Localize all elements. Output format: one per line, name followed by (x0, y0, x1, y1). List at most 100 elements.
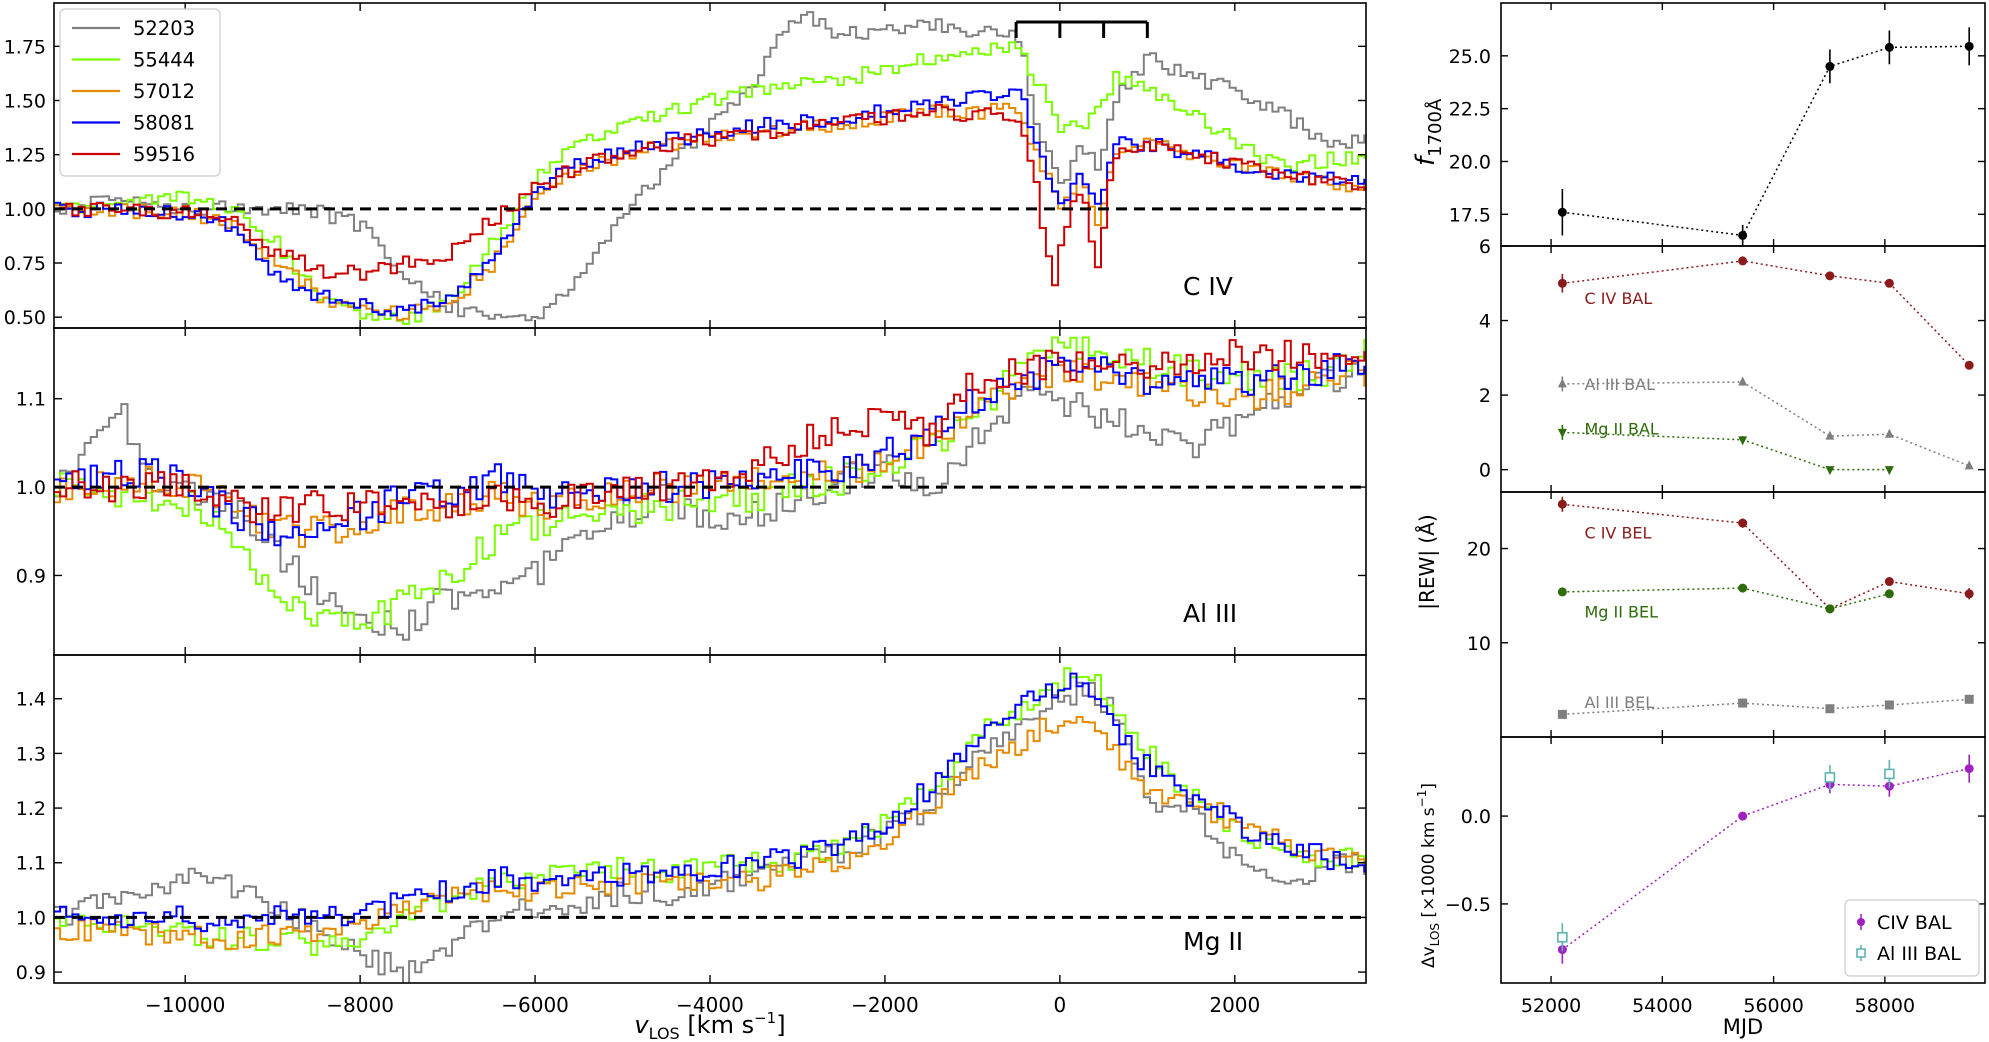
x-tick-label: −4000 (676, 993, 744, 1017)
series-Al III BAL (1557, 759, 1895, 952)
legend-entry: 59516 (133, 143, 195, 166)
data-point (1557, 378, 1567, 388)
panel-frame (1500, 2, 1986, 247)
series-line (1562, 381, 1970, 467)
data-point (1825, 271, 1835, 281)
data-point (1884, 700, 1894, 710)
data-point (1738, 583, 1748, 593)
data-point (1738, 698, 1748, 708)
y-tick-label: 1.2 (16, 798, 46, 820)
data-point (1738, 518, 1748, 528)
y-tick-label: 1.25 (4, 145, 46, 167)
y-axis-label-rew: |REW| (Å) (1415, 514, 1439, 609)
data-point (1964, 460, 1974, 470)
spectrum-series-group (54, 336, 1366, 641)
y-tick-label: 0.50 (4, 307, 46, 329)
series-annotation: Al III BAL (1584, 375, 1655, 394)
panel-frame (1500, 245, 1986, 493)
series-Al III BAL (1557, 376, 1974, 470)
data-point (1964, 589, 1974, 599)
y-axis-label-flux: f1700Å (1411, 98, 1446, 166)
y-tick-label: 1.3 (16, 743, 46, 765)
series-annotation: C IV BEL (1584, 524, 1651, 543)
legend: 52203 55444 57012 58081 59516 (59, 8, 221, 177)
data-point (1964, 360, 1974, 370)
y-tick-label: 0.9 (16, 962, 46, 984)
series-annotation: Mg II BEL (1584, 603, 1658, 622)
series-line (1562, 431, 1890, 471)
data-point (1557, 428, 1567, 438)
series-Al III BEL (1557, 694, 1974, 719)
legend-marker (1857, 918, 1865, 926)
spectrum-line-55444 (54, 336, 1366, 630)
left-spectra-panels: 0.500.751.001.251.501.75C IV522035544457… (4, 2, 1367, 1042)
series-Mg II BAL (1557, 424, 1894, 476)
spectrum-line-55444 (54, 667, 1366, 956)
spectrum-series-group (54, 11, 1366, 325)
x-tick-label: −6000 (501, 993, 569, 1017)
data-point (1824, 772, 1836, 783)
legend-entry: 52203 (133, 17, 195, 40)
data-point (1825, 704, 1835, 714)
legend-entry: Al III BAL (1877, 943, 1961, 965)
series-line (1562, 260, 1970, 366)
data-point (1557, 587, 1567, 597)
data-point (1964, 41, 1974, 51)
y-tick-label: 0.75 (4, 253, 46, 275)
data-point (1884, 589, 1894, 599)
data-point (1557, 932, 1568, 943)
x-tick-label: 58000 (1855, 995, 1915, 1017)
data-point (1738, 811, 1748, 821)
spectrum-line-52203 (54, 11, 1366, 322)
series-annotation: C IV BAL (1584, 289, 1652, 308)
data-point (1738, 436, 1748, 446)
spectrum-panel-2: 0.9 1.0 1.1 Al III (16, 327, 1367, 656)
legend-entry: 58081 (133, 112, 195, 135)
y-tick-label: 10 (1467, 633, 1491, 655)
spectrum-line-57012 (54, 716, 1366, 950)
y-tick-label: 1.1 (16, 389, 46, 411)
spectrum-series-group (54, 667, 1366, 983)
y-tick-label: 1.0 (16, 907, 46, 929)
spectrum-line-55444 (54, 41, 1366, 325)
spectrum-line-58081 (54, 353, 1366, 547)
x-tick-label: −2000 (851, 993, 919, 1017)
data-point (1557, 278, 1567, 288)
data-point (1825, 466, 1835, 476)
legend-box (1844, 899, 1980, 977)
spectrum-line-52203 (54, 681, 1366, 983)
timeseries-panel-3: 10 20 C IV BEL Mg II BEL Al III BEL (1467, 491, 1986, 738)
x-axis-label-mjd: MJD (1723, 1015, 1763, 1039)
y-tick-label: 17.5 (1449, 204, 1491, 226)
y-tick-label: 1.1 (16, 853, 46, 875)
spectrum-line-59516 (54, 103, 1366, 287)
spectrum-line-57012 (54, 102, 1366, 321)
x-axis-label: vLOS [km s−1] (634, 1009, 785, 1042)
spectrum-line-58081 (54, 672, 1366, 933)
y-tick-label: 25.0 (1449, 46, 1491, 68)
y-tick-label: 20 (1467, 539, 1491, 561)
timeseries-panel-1: 17.5 20.0 22.5 25.0 (1449, 2, 1986, 247)
data-point (1557, 709, 1567, 719)
legend-entry: CIV BAL (1877, 912, 1952, 934)
y-tick-label: 2 (1479, 385, 1491, 407)
right-timeseries-panels: 17.5 20.0 22.5 25.0 0 2 4 6 C IV BAL Al III BAL Mg… (1411, 2, 1986, 1039)
y-tick-label: 1.75 (4, 36, 46, 58)
data-point (1964, 694, 1974, 704)
x-tick-label: −8000 (326, 993, 394, 1017)
y-tick-label: 1.4 (16, 689, 46, 711)
data-point (1884, 278, 1894, 288)
y-tick-label: 1.00 (4, 199, 46, 221)
series-annotation: Al III BEL (1584, 693, 1654, 712)
spectrum-panel-1: 0.50 0.75 1.00 1.25 1.50 1.75 C IV 52203 55444 57… (4, 2, 1367, 329)
y-tick-label: −0.5 (1445, 894, 1491, 916)
spectrum-panel-3: 0.9 1.0 1.1 1.2 1.3 1.4 −10000 −8000 −6000 −4000 −… (16, 654, 1367, 1017)
data-point (1884, 466, 1894, 476)
x-tick-label: −10000 (145, 993, 225, 1017)
data-point (1738, 256, 1748, 266)
data-point (1825, 61, 1835, 71)
x-tick-label: 54000 (1632, 995, 1692, 1017)
data-point (1964, 764, 1974, 774)
